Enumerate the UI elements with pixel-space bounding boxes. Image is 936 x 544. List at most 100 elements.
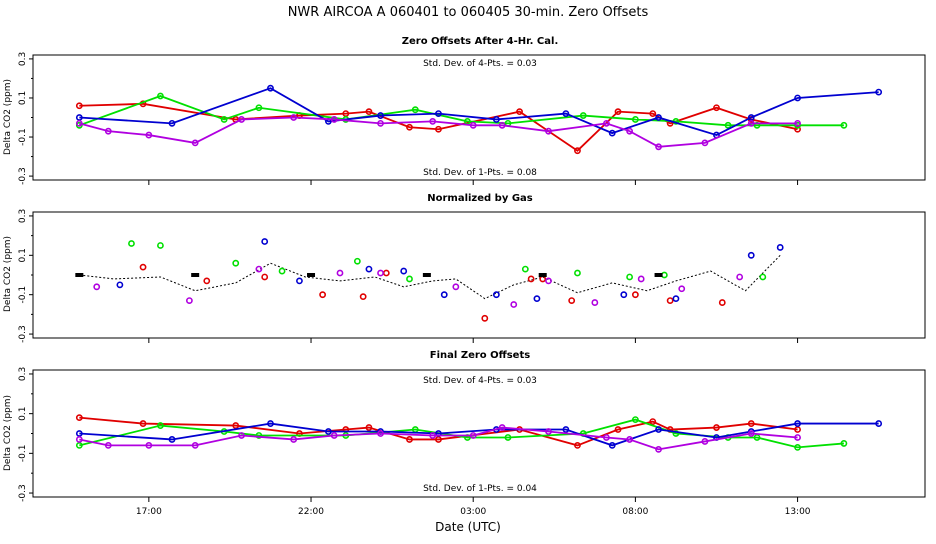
data-point-green [157,422,164,429]
data-point-green [631,416,639,424]
data-point-blue [562,110,570,117]
data-point-blue [672,295,680,303]
data-point-purple [377,269,384,277]
data-point-green [411,106,419,114]
data-point-green [353,257,361,265]
data-point-blue [794,94,801,102]
y-tick-label: -0.1 [18,128,28,146]
panel-ylabel: Delta CO2 (ppm) [3,79,13,155]
data-point-purple [747,119,755,127]
data-point-purple [104,442,112,449]
data-point-red [527,275,535,283]
data-point-green [840,440,848,447]
data-point-red [435,125,442,133]
data-point-green [631,116,639,123]
x-tick-label: 03:00 [460,507,486,517]
data-point-red [75,414,83,422]
data-point-blue [794,420,801,427]
y-tick-label: -0.3 [18,325,28,343]
data-point-green [840,121,848,129]
data-point-green [220,116,228,123]
annotation-4pts: Std. Dev. of 4-Pts. = 0.03 [423,376,537,386]
data-point-blue [267,420,274,427]
data-point-purple [603,119,610,127]
data-point-red [614,108,622,116]
figure-title: NWR AIRCOA A 060401 to 060405 30-min. Ze… [288,5,649,20]
panel-title: Zero Offsets After 4-Hr. Cal. [402,36,559,47]
data-point-green [406,275,413,283]
data-point-blue [261,238,269,245]
annotation-1pt: Std. Dev. of 1-Pts. = 0.04 [423,484,537,494]
data-point-purple [469,432,477,439]
data-point-purple [452,283,460,291]
data-point-purple [626,127,633,135]
panel-final-zero-offsets: Final Zero Offsets Delta CO2 (ppm) Std. … [3,350,926,502]
data-point-red [319,291,327,299]
data-point-red [713,424,720,431]
data-point-blue [875,88,883,96]
data-point-purple [429,432,437,439]
data-point-purple [655,143,662,151]
data-point-red [539,275,547,283]
data-point-red [649,110,657,117]
data-point-green [724,121,732,129]
data-point-red [203,277,211,285]
data-point-purple [626,436,633,443]
data-point-green [255,432,263,439]
data-point-red [718,299,726,306]
data-point-purple [336,269,344,277]
y-tick-label: 0.3 [18,52,28,66]
data-point-black [75,273,84,277]
data-point-red [574,442,581,449]
x-tick-label: 08:00 [622,507,648,517]
data-point-red [139,263,147,271]
data-point-black [191,273,200,277]
data-point-purple [591,299,599,306]
data-point-purple [75,119,83,127]
data-point-red [382,269,390,277]
data-point-blue [655,114,662,121]
y-tick-label: -0.1 [18,286,28,304]
plot-frame [32,211,926,339]
data-point-black [307,273,316,277]
y-tick-label: 0.1 [18,248,28,262]
data-point-blue [492,291,500,299]
x-axis-label: Date (UTC) [435,520,501,534]
data-point-blue [875,420,883,427]
data-point-red [649,418,657,425]
data-point-red [261,273,269,281]
series-line-blue [79,87,879,137]
data-point-red [614,426,622,433]
data-point-purple [330,116,338,123]
data-point-red [359,293,367,301]
panel-ylabel: Delta CO2 (ppm) [3,395,13,471]
data-point-purple [145,131,153,139]
data-point-red [574,147,581,155]
data-point-blue [267,84,274,92]
data-point-green [157,242,164,249]
x-tick-label: 17:00 [136,507,162,517]
y-tick-label: 0.3 [18,367,28,381]
data-point-purple [429,118,437,125]
data-point-blue [400,267,408,275]
data-point-purple [603,434,610,441]
data-point-green [255,104,263,112]
data-point-blue [168,119,176,127]
smoothed-line [79,254,781,300]
data-point-purple [469,121,477,129]
data-point-blue [296,277,303,285]
data-point-red [365,424,373,431]
data-point-green [504,434,512,441]
data-point-green [626,273,633,281]
annotation-1pt: Std. Dev. of 1-Pts. = 0.08 [423,168,537,178]
data-point-green [759,273,767,281]
data-point-blue [440,291,448,299]
data-point-purple [191,442,199,449]
data-point-red [568,297,576,304]
y-tick-label: 0.1 [18,91,28,105]
series-line-green [79,418,844,449]
data-point-blue [562,426,570,433]
data-point-black [654,273,663,277]
data-point-blue [492,116,500,123]
